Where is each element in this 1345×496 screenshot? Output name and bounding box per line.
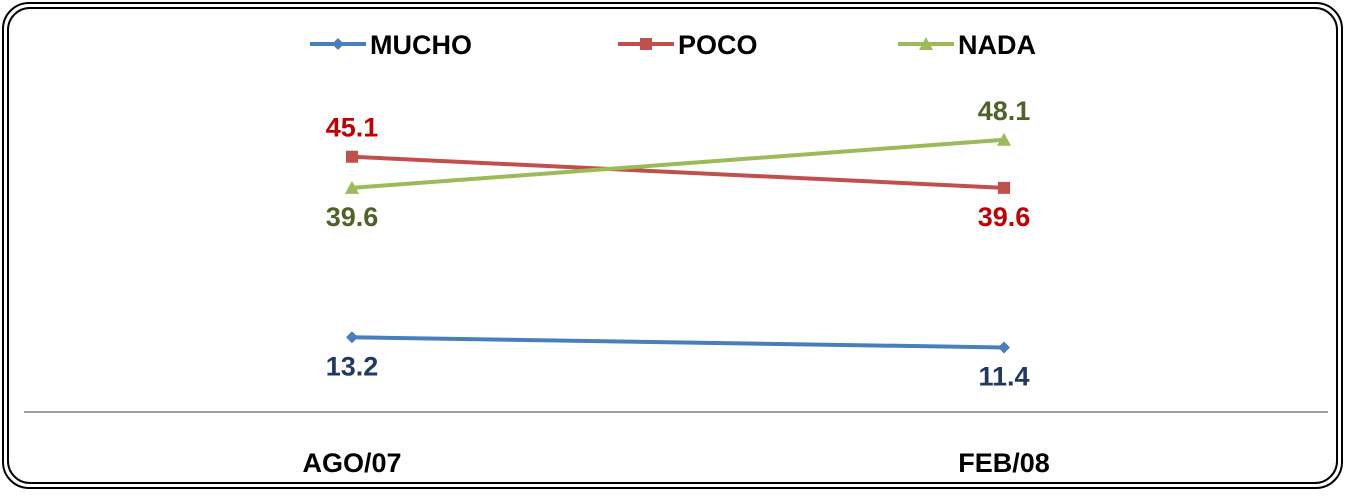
legend: MUCHO POCO NADA: [310, 30, 1036, 60]
series-line-nada: [351, 137, 1005, 190]
chart-border-outer: [2, 2, 1343, 489]
data-label-mucho-0: 13.2: [326, 351, 379, 381]
x-tick-label-0: AGO/07: [302, 448, 401, 478]
data-label-mucho-1: 11.4: [978, 361, 1029, 391]
legend-marker-poco: [640, 38, 652, 50]
data-point-nada-1: [997, 132, 1011, 146]
data-label-nada-0: 39.6: [326, 202, 379, 232]
series-line-poco: [351, 154, 1005, 190]
data-label-poco-1: 39.6: [978, 202, 1031, 232]
legend-marker-nada: [919, 37, 933, 50]
data-point-poco-0: [346, 150, 358, 163]
series-layer: 13.2 11.4 45.1 39.6 39.6 48.1: [326, 96, 1031, 392]
data-point-mucho-0: [346, 331, 358, 344]
data-label-poco-0: 45.1: [326, 113, 379, 143]
chart-border-inner: [7, 7, 1338, 484]
data-label-nada-1: 48.1: [978, 96, 1031, 126]
legend-label-mucho: MUCHO: [370, 30, 472, 60]
data-point-mucho-1: [998, 341, 1010, 354]
legend-marker-mucho: [332, 38, 344, 50]
x-tick-labels: AGO/07 FEB/08: [302, 448, 1049, 478]
legend-label-poco: POCO: [678, 30, 758, 60]
legend-label-nada: NADA: [958, 30, 1036, 60]
data-point-poco-1: [998, 181, 1010, 194]
data-point-nada-0: [345, 180, 359, 194]
x-tick-label-1: FEB/08: [958, 448, 1050, 478]
series-line-mucho: [351, 335, 1005, 350]
